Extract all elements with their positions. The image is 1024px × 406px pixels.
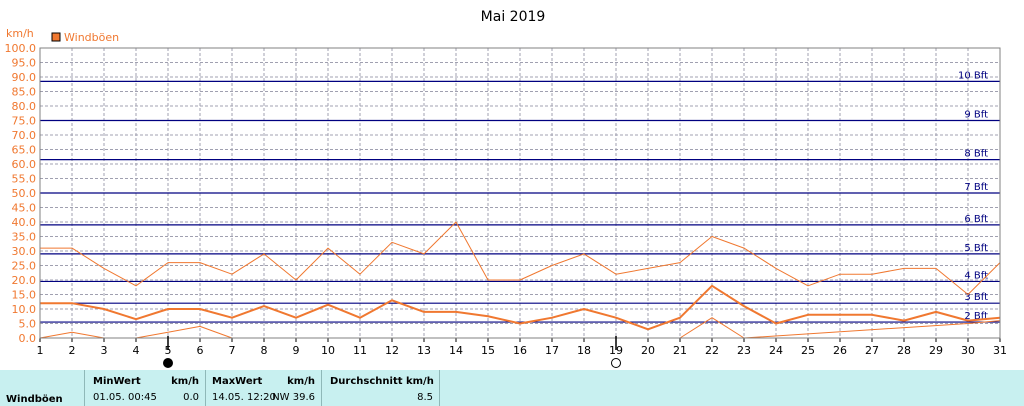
chart-title: Mai 2019 — [481, 9, 546, 25]
x-tick-label: 2 — [69, 344, 76, 357]
y-tick-label: 50.0 — [12, 187, 37, 200]
x-tick-label: 9 — [293, 344, 300, 357]
y-tick-label: 15.0 — [12, 289, 37, 302]
x-tick-label: 30 — [961, 344, 975, 357]
x-tick-label: 5 — [165, 344, 172, 357]
beaufort-label: 3 Bft — [964, 292, 988, 303]
plot-frame — [39, 47, 1001, 339]
y-tick-label: 40.0 — [12, 216, 37, 229]
y-tick-label: 60.0 — [12, 158, 37, 171]
x-tick-label: 19 — [609, 344, 623, 357]
min-header: MinWert — [93, 376, 141, 387]
chart-area: Mai 2019 km/h Windböen 2 Bft 3 Bft 4 Bft 5 … — [5, 9, 1008, 368]
x-tick-label: 1 — [37, 344, 44, 357]
x-tick-label: 8 — [261, 344, 268, 357]
beaufort-label: 9 Bft — [964, 110, 988, 121]
beaufort-label: 4 Bft — [964, 270, 988, 281]
beaufort-label: 2 Bft — [964, 311, 988, 322]
y-tick-label: 10.0 — [12, 303, 37, 316]
beaufort-label: 7 Bft — [964, 182, 988, 193]
y-tick-label: 65.0 — [12, 144, 37, 157]
x-tick-label: 29 — [929, 344, 943, 357]
y-tick-label: 55.0 — [12, 173, 37, 186]
beaufort-label: 10 Bft — [958, 70, 988, 81]
y-tick-label: 30.0 — [12, 245, 37, 258]
min-unit: km/h — [171, 376, 199, 387]
beaufort-label: 8 Bft — [964, 149, 988, 160]
beaufort-label: 6 Bft — [964, 214, 988, 225]
x-tick-label: 23 — [737, 344, 751, 357]
x-tick-label: 21 — [673, 344, 687, 357]
legend-label: Windböen — [64, 31, 119, 44]
footer-min-cell: MinWert km/h 01.05. 00:45 0.0 — [85, 370, 206, 406]
avg-header: Durchschnitt km/h — [330, 376, 434, 387]
statistics-footer: Windböen MinWert km/h 01.05. 00:45 0.0 M… — [0, 370, 1024, 406]
max-time: 14.05. 12:20 — [212, 392, 276, 403]
y-tick-label: 100.0 — [5, 42, 37, 55]
moon-phases — [163, 336, 621, 368]
x-tick-label: 17 — [545, 344, 559, 357]
footer-row-label-cell: Windböen — [0, 370, 85, 406]
series-line-gusts — [40, 284, 1001, 331]
series-line-1 — [40, 221, 1001, 295]
footer-max-cell: MaxWert km/h 14.05. 12:20 NW 39.6 — [206, 370, 322, 406]
x-tick-label: 24 — [769, 344, 783, 357]
y-tick-label: 90.0 — [12, 71, 37, 84]
y-tick-label: 95.0 — [12, 57, 37, 70]
x-tick-label: 18 — [577, 344, 591, 357]
beaufort-label: 5 Bft — [964, 243, 988, 254]
axes: 0.05.0 10.015.0 20.025.0 30.035.0 40.045.0 50… — [5, 42, 1008, 357]
y-tick-label: 0.0 — [19, 332, 37, 345]
beaufort-lines: 2 Bft 3 Bft 4 Bft 5 Bft 6 Bft 7 Bft 8 Bft 9 Bft… — [40, 70, 1000, 323]
y-tick-label: 35.0 — [12, 231, 37, 244]
y-tick-label: 5.0 — [19, 318, 37, 331]
x-tick-label: 22 — [705, 344, 719, 357]
x-tick-label: 4 — [133, 344, 140, 357]
x-tick-label: 6 — [197, 344, 204, 357]
max-unit: km/h — [287, 376, 315, 387]
y-tick-label: 80.0 — [12, 100, 37, 113]
y-axis-label: km/h — [6, 27, 34, 40]
legend-swatch — [51, 32, 61, 42]
y-tick-label: 20.0 — [12, 274, 37, 287]
x-tick-label: 3 — [101, 344, 108, 357]
min-value: 0.0 — [183, 392, 199, 403]
x-tick-label: 16 — [513, 344, 527, 357]
x-tick-label: 26 — [833, 344, 847, 357]
x-tick-label: 12 — [385, 344, 399, 357]
y-tick-label: 70.0 — [12, 129, 37, 142]
x-tick-label: 20 — [641, 344, 655, 357]
y-tick-label: 75.0 — [12, 115, 37, 128]
avg-value: 8.5 — [417, 392, 433, 403]
max-value: NW 39.6 — [272, 392, 315, 403]
x-tick-label: 10 — [321, 344, 335, 357]
footer-avg-cell: Durchschnitt km/h 8.5 — [322, 370, 440, 406]
x-tick-label: 15 — [481, 344, 495, 357]
x-tick-label: 13 — [417, 344, 431, 357]
x-tick-label: 27 — [865, 344, 879, 357]
full-moon-icon — [611, 358, 621, 368]
x-tick-label: 31 — [993, 344, 1007, 357]
new-moon-icon — [163, 358, 173, 368]
x-tick-label: 7 — [229, 344, 236, 357]
y-tick-label: 85.0 — [12, 86, 37, 99]
footer-row-label: Windböen — [6, 394, 63, 405]
x-tick-label: 14 — [449, 344, 463, 357]
y-tick-label: 25.0 — [12, 260, 37, 273]
x-tick-label: 28 — [897, 344, 911, 357]
max-header: MaxWert — [212, 376, 263, 387]
y-tick-label: 45.0 — [12, 202, 37, 215]
min-time: 01.05. 00:45 — [93, 392, 157, 403]
x-tick-label: 11 — [353, 344, 367, 357]
x-tick-label: 25 — [801, 344, 815, 357]
